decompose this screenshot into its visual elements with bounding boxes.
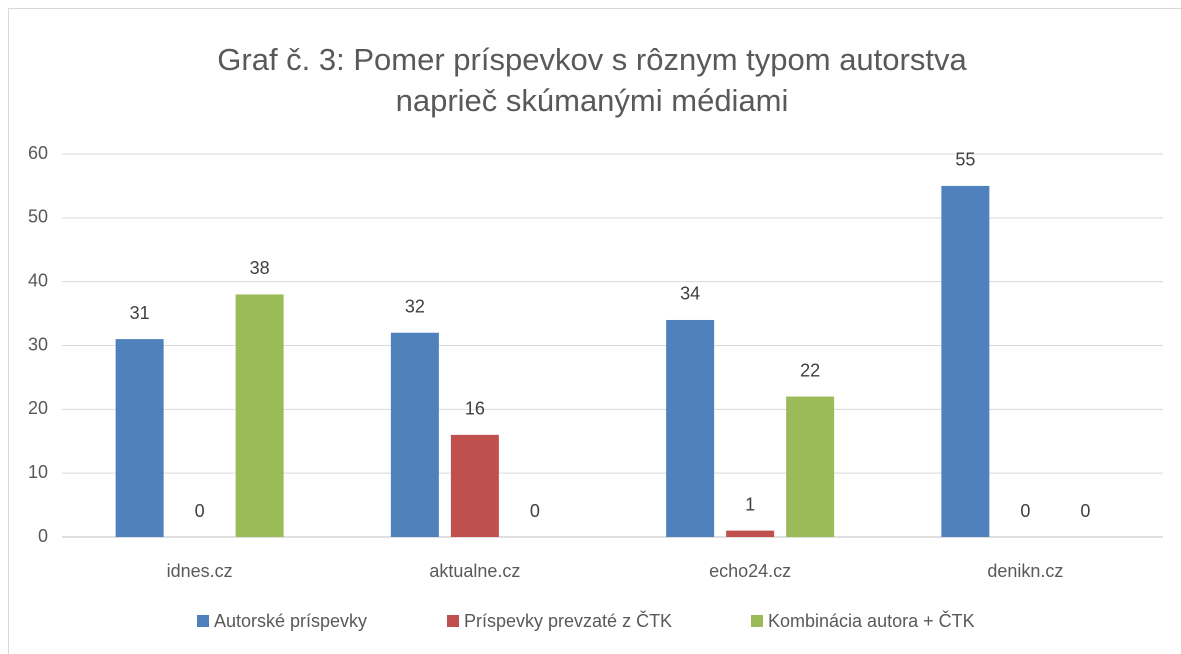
- data-label: 22: [800, 360, 820, 380]
- legend-label: Príspevky prevzaté z ČTK: [464, 610, 672, 631]
- legend-swatch: [751, 615, 763, 627]
- x-tick-label: idnes.cz: [167, 561, 233, 581]
- x-tick-label: aktualne.cz: [429, 561, 520, 581]
- data-label: 32: [405, 296, 425, 316]
- data-label: 16: [465, 399, 485, 419]
- data-label: 0: [1020, 501, 1030, 521]
- x-tick-label: denikn.cz: [987, 561, 1063, 581]
- data-label: 0: [530, 501, 540, 521]
- data-label: 1: [745, 494, 755, 514]
- y-tick-label: 30: [28, 334, 48, 354]
- chart-title: Graf č. 3: Pomer príspevkov s rôznym typ…: [217, 42, 967, 77]
- x-tick-label: echo24.cz: [709, 561, 791, 581]
- bar: [666, 319, 715, 537]
- legend-swatch: [197, 615, 209, 627]
- bar: [941, 185, 990, 537]
- bar: [390, 332, 439, 537]
- data-label: 31: [130, 303, 150, 323]
- bar: [786, 396, 835, 537]
- y-tick-label: 50: [28, 207, 48, 227]
- data-label: 0: [195, 501, 205, 521]
- y-tick-label: 0: [38, 526, 48, 546]
- y-tick-label: 60: [28, 143, 48, 163]
- data-label: 38: [250, 258, 270, 278]
- data-label: 55: [955, 150, 975, 170]
- bar: [115, 339, 164, 537]
- data-label: 0: [1080, 501, 1090, 521]
- legend-label: Kombinácia autora + ČTK: [768, 610, 975, 631]
- bar: [235, 294, 284, 537]
- y-tick-label: 20: [28, 398, 48, 418]
- y-tick-label: 40: [28, 270, 48, 290]
- bar: [726, 530, 775, 537]
- y-tick-label: 10: [28, 462, 48, 482]
- data-label: 34: [680, 284, 700, 304]
- legend-swatch: [447, 615, 459, 627]
- chart-title: naprieč skúmanými médiami: [396, 83, 789, 118]
- bar: [450, 434, 499, 537]
- legend-label: Autorské príspevky: [214, 611, 367, 631]
